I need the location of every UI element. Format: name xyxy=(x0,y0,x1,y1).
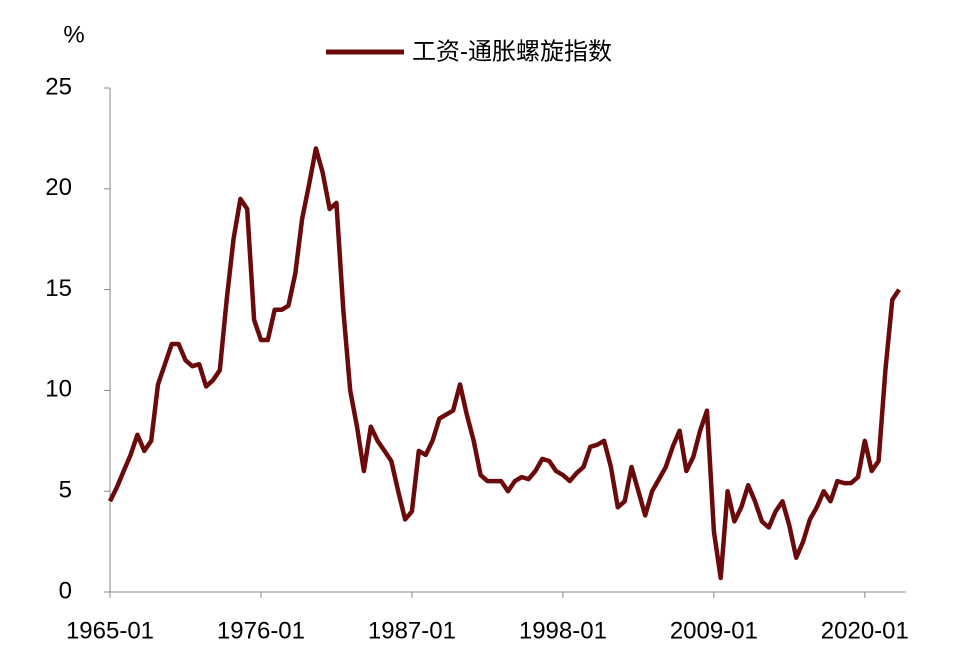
y-tick-label: 10 xyxy=(45,376,72,403)
x-tick-label: 1987-01 xyxy=(368,617,456,644)
x-tick-label: 2009-01 xyxy=(670,617,758,644)
x-tick-label: 1965-01 xyxy=(66,617,154,644)
y-axis-unit: % xyxy=(63,21,84,48)
legend-item: 工资-通胀螺旋指数 xyxy=(326,38,612,65)
y-tick-label: 20 xyxy=(45,174,72,201)
x-tick-label: 2020-01 xyxy=(821,617,909,644)
x-tick-label: 1976-01 xyxy=(217,617,305,644)
data-line xyxy=(107,146,901,581)
legend-label: 工资-通胀螺旋指数 xyxy=(412,38,612,65)
y-tick-label: 15 xyxy=(45,275,72,302)
y-tick-label: 25 xyxy=(45,73,72,100)
y-tick-label: 5 xyxy=(59,477,72,504)
y-tick-label: 0 xyxy=(59,577,72,604)
x-tick-label: 1998-01 xyxy=(519,617,607,644)
